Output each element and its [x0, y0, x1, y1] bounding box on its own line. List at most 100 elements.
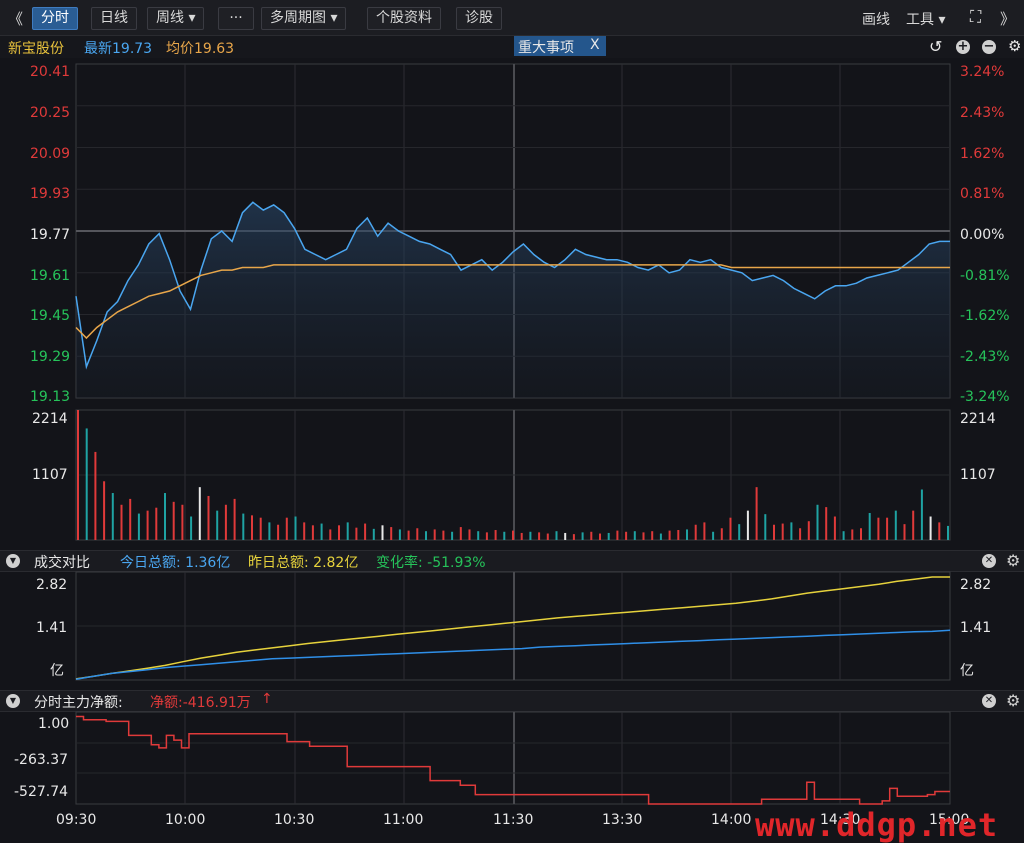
time-tick: 13:30 — [602, 812, 643, 828]
volume-bar — [103, 481, 106, 540]
pct-tick: 0.81% — [960, 186, 1005, 202]
volume-bar — [825, 507, 828, 540]
volume-bar — [468, 529, 471, 540]
volume-bar — [181, 504, 184, 540]
volume-bar — [372, 528, 375, 540]
panel-settings-icon[interactable]: ⚙ — [1006, 551, 1021, 570]
volume-bar — [207, 495, 210, 540]
more-button[interactable]: ··· — [218, 7, 254, 30]
volume-bar — [590, 531, 593, 540]
volume-bar — [442, 530, 445, 540]
volume-bar — [338, 525, 340, 540]
volume-bar — [198, 487, 201, 540]
today-turnover-line — [75, 629, 951, 681]
volume-bar — [599, 533, 601, 540]
volume-bar — [346, 522, 349, 540]
collapse-left-icon[interactable]: 《 — [8, 10, 24, 28]
tab-diagnose[interactable]: 诊股 — [456, 7, 502, 30]
tools-button[interactable]: 工具 ▾ — [906, 12, 946, 28]
zoom-out-icon[interactable]: − — [982, 39, 996, 54]
volume-tick-mid: 1107 — [32, 467, 68, 483]
fullscreen-icon[interactable]: ⛶ — [970, 7, 982, 26]
tab-intraday[interactable]: 分时 — [32, 7, 78, 30]
turnover-unit-right: 亿 — [960, 663, 974, 679]
volume-bar — [538, 532, 541, 540]
volume-bar — [781, 523, 784, 540]
zoom-in-icon[interactable]: + — [956, 39, 970, 54]
undo-icon[interactable]: ↺ — [929, 37, 943, 56]
price-tick: 20.25 — [30, 105, 71, 121]
volume-bar — [155, 507, 158, 540]
panel-settings-icon[interactable]: ⚙ — [1006, 691, 1021, 710]
turnover-panel-header: ▼ 成交对比 今日总额: 1.36亿 昨日总额: 2.82亿 变化率: -51.… — [0, 550, 1024, 572]
time-tick: 14:00 — [711, 812, 752, 828]
watermark-logo: www.ddgp.net — [755, 806, 999, 843]
tab-multi-period[interactable]: 多周期图 ▾ — [261, 7, 347, 30]
pct-tick: -3.24% — [960, 389, 1010, 405]
tab-daily[interactable]: 日线 — [91, 7, 137, 30]
volume-bar — [703, 522, 706, 540]
volume-bar — [625, 531, 628, 540]
tab-stock-info[interactable]: 个股资料 — [367, 7, 441, 30]
volume-bar — [85, 428, 88, 540]
volume-bar — [842, 531, 845, 540]
volume-bar — [224, 504, 227, 540]
volume-bar — [894, 510, 897, 540]
volume-bar — [381, 525, 384, 540]
volume-bar — [877, 517, 880, 540]
volume-bar — [555, 531, 558, 540]
volume-bar — [398, 529, 401, 540]
volume-bar — [720, 528, 723, 540]
collapse-panel-icon[interactable]: ▼ — [6, 694, 20, 708]
volume-bar — [425, 531, 427, 540]
volume-bar — [137, 513, 140, 540]
toolbar: 《 分时 日线 周线 ▾ ··· 多周期图 ▾ 个股资料 诊股 画线 工具 ▾ … — [0, 0, 1024, 36]
tab-weekly[interactable]: 周线 ▾ — [147, 7, 205, 30]
turnover-tick-right: 1.41 — [960, 620, 992, 636]
yesterday-turnover-line — [75, 576, 950, 680]
collapse-panel-icon[interactable]: ▼ — [6, 554, 20, 568]
close-panel-icon[interactable]: ✕ — [982, 554, 996, 568]
collapse-right-icon[interactable]: 》 — [1000, 10, 1016, 28]
volume-bar — [320, 523, 323, 540]
volume-bar — [459, 527, 462, 540]
draw-line-button[interactable]: 画线 — [862, 12, 890, 28]
major-event-close-icon[interactable]: X — [590, 37, 600, 53]
netflow-value: 净额:-416.91万 — [150, 695, 251, 711]
volume-bar — [416, 528, 419, 540]
close-panel-icon[interactable]: ✕ — [982, 694, 996, 708]
volume-bar — [633, 531, 636, 540]
volume-bar — [512, 530, 514, 540]
settings-gear-icon[interactable]: ⚙ — [1008, 37, 1022, 55]
netflow-tick: -527.74 — [14, 784, 69, 800]
price-tick: 20.09 — [30, 146, 71, 162]
volume-bar — [120, 504, 123, 540]
volume-bar — [755, 487, 758, 540]
turnover-tick: 1.41 — [36, 620, 68, 636]
up-arrow-icon: ↑ — [261, 691, 273, 707]
volume-bar — [546, 533, 549, 540]
time-tick: 11:00 — [383, 812, 424, 828]
major-event-tag[interactable]: 重大事项 X — [514, 36, 606, 56]
turnover-tick-right: 2.82 — [960, 577, 992, 593]
volume-bar — [520, 532, 523, 540]
volume-bar — [886, 517, 889, 540]
price-tick: 19.45 — [30, 308, 71, 324]
volume-bar — [616, 530, 619, 540]
volume-bar — [947, 525, 949, 540]
net-flow-line — [76, 715, 950, 805]
price-tick: 19.13 — [30, 389, 71, 405]
volume-bar — [485, 532, 488, 540]
stock-name: 新宝股份 — [8, 41, 64, 57]
today-total: 今日总额: 1.36亿 — [120, 555, 231, 571]
pct-tick: 0.00% — [960, 227, 1005, 243]
price-tick: 19.29 — [30, 349, 71, 365]
volume-bar — [773, 524, 775, 540]
volume-bar — [277, 524, 280, 540]
volume-bar — [294, 516, 297, 540]
volume-bar — [938, 522, 941, 540]
pct-tick: -2.43% — [960, 349, 1010, 365]
volume-bar — [607, 532, 610, 540]
volume-bar — [738, 524, 741, 540]
volume-bar — [233, 498, 236, 540]
